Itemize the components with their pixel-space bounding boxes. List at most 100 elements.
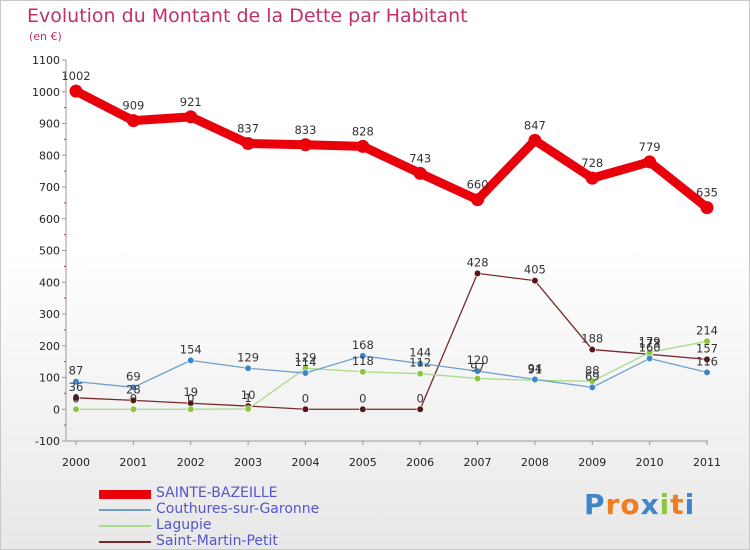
data-point (473, 269, 482, 277)
data-point (69, 84, 83, 98)
data-label: 847 (524, 118, 546, 132)
logo-letter: r (605, 488, 621, 521)
data-point (531, 277, 539, 285)
legend-swatch (99, 541, 151, 543)
data-label: 94 (528, 361, 543, 375)
legend-label: Couthures-sur-Garonne (156, 501, 320, 517)
data-label: 728 (581, 156, 603, 170)
data-point (473, 374, 482, 383)
data-label: 779 (639, 140, 661, 154)
y-tick-label: 100 (39, 372, 60, 385)
series-line (75, 340, 708, 410)
series-line (75, 355, 708, 388)
data-label: 168 (352, 338, 374, 352)
data-point (531, 375, 539, 384)
data-label: 10 (241, 388, 256, 402)
y-tick-label: 500 (39, 245, 60, 258)
x-tick-label: 2009 (578, 456, 606, 469)
data-label: 833 (294, 123, 316, 137)
data-label: 179 (639, 334, 661, 348)
data-point (301, 405, 310, 413)
data-point (301, 369, 310, 377)
data-label: 828 (352, 124, 374, 138)
logo-letter: t (670, 488, 685, 521)
data-point (184, 110, 198, 124)
data-point (126, 114, 140, 128)
data-label: 28 (126, 382, 141, 396)
data-label: 112 (409, 356, 431, 370)
data-point (585, 171, 599, 185)
x-tick-label: 2002 (177, 456, 205, 469)
data-point (528, 133, 542, 147)
data-point (244, 364, 252, 372)
x-tick-label: 2011 (693, 456, 721, 469)
x-tick-label: 2005 (349, 456, 377, 469)
data-point (473, 367, 482, 375)
data-label: 88 (585, 363, 600, 377)
data-label: 743 (409, 151, 431, 165)
data-label: 160 (639, 340, 661, 354)
data-point (244, 405, 252, 413)
data-point (129, 383, 137, 391)
data-point (700, 201, 714, 215)
data-point (187, 405, 195, 413)
data-label: 0 (302, 391, 309, 405)
x-tick-label: 2001 (119, 456, 147, 469)
data-point (588, 383, 596, 391)
data-point (359, 368, 367, 376)
logo-letter: i (684, 488, 696, 521)
data-label: 118 (352, 354, 374, 368)
data-label: 87 (69, 364, 84, 378)
data-label: 0 (187, 391, 194, 405)
data-point (703, 337, 711, 345)
data-point (588, 345, 596, 354)
x-tick-label: 2000 (62, 456, 90, 469)
data-label: 909 (122, 99, 144, 113)
data-point (187, 356, 195, 364)
legend-swatch (99, 509, 151, 511)
data-point (416, 359, 424, 368)
y-tick-label: 200 (39, 340, 60, 353)
data-label: 173 (639, 336, 661, 350)
data-label: 1 (244, 391, 251, 405)
data-point (356, 139, 370, 153)
x-tick-label: 2004 (291, 456, 319, 469)
y-tick-label: 700 (39, 181, 60, 194)
data-point (359, 352, 367, 360)
legend-swatch (99, 489, 151, 499)
data-point (413, 166, 427, 180)
data-label: 97 (470, 360, 485, 374)
data-label: 69 (585, 369, 600, 383)
data-label: 660 (467, 178, 489, 192)
y-tick-label: 1100 (32, 54, 60, 67)
legend-label: Saint-Martin-Petit (156, 533, 278, 549)
data-point (416, 405, 424, 413)
data-label: 157 (696, 341, 718, 355)
data-point (72, 378, 80, 386)
data-point (72, 405, 80, 413)
data-label: 19 (183, 385, 198, 399)
data-point (471, 193, 485, 207)
x-tick-label: 2003 (234, 456, 262, 469)
chart-subtitle: (en €) (29, 30, 62, 43)
x-tick-label: 2008 (521, 456, 549, 469)
data-label: 0 (72, 391, 79, 405)
y-tick-label: 400 (39, 276, 60, 289)
data-label: 129 (294, 350, 316, 364)
data-label: 144 (409, 346, 431, 360)
legend-swatch (99, 525, 151, 527)
chart-title: Evolution du Montant de la Dette par Hab… (27, 5, 468, 27)
data-point (72, 394, 80, 402)
data-label: 0 (359, 391, 366, 405)
y-tick-label: 1000 (32, 86, 60, 99)
data-point (703, 368, 711, 377)
data-point (646, 354, 654, 363)
data-point (643, 155, 657, 169)
series-line (75, 272, 708, 410)
series-line (71, 86, 712, 213)
y-tick-label: 800 (39, 149, 60, 162)
data-label: 120 (467, 353, 489, 367)
data-label: 154 (180, 342, 202, 356)
data-label: 116 (696, 354, 718, 368)
